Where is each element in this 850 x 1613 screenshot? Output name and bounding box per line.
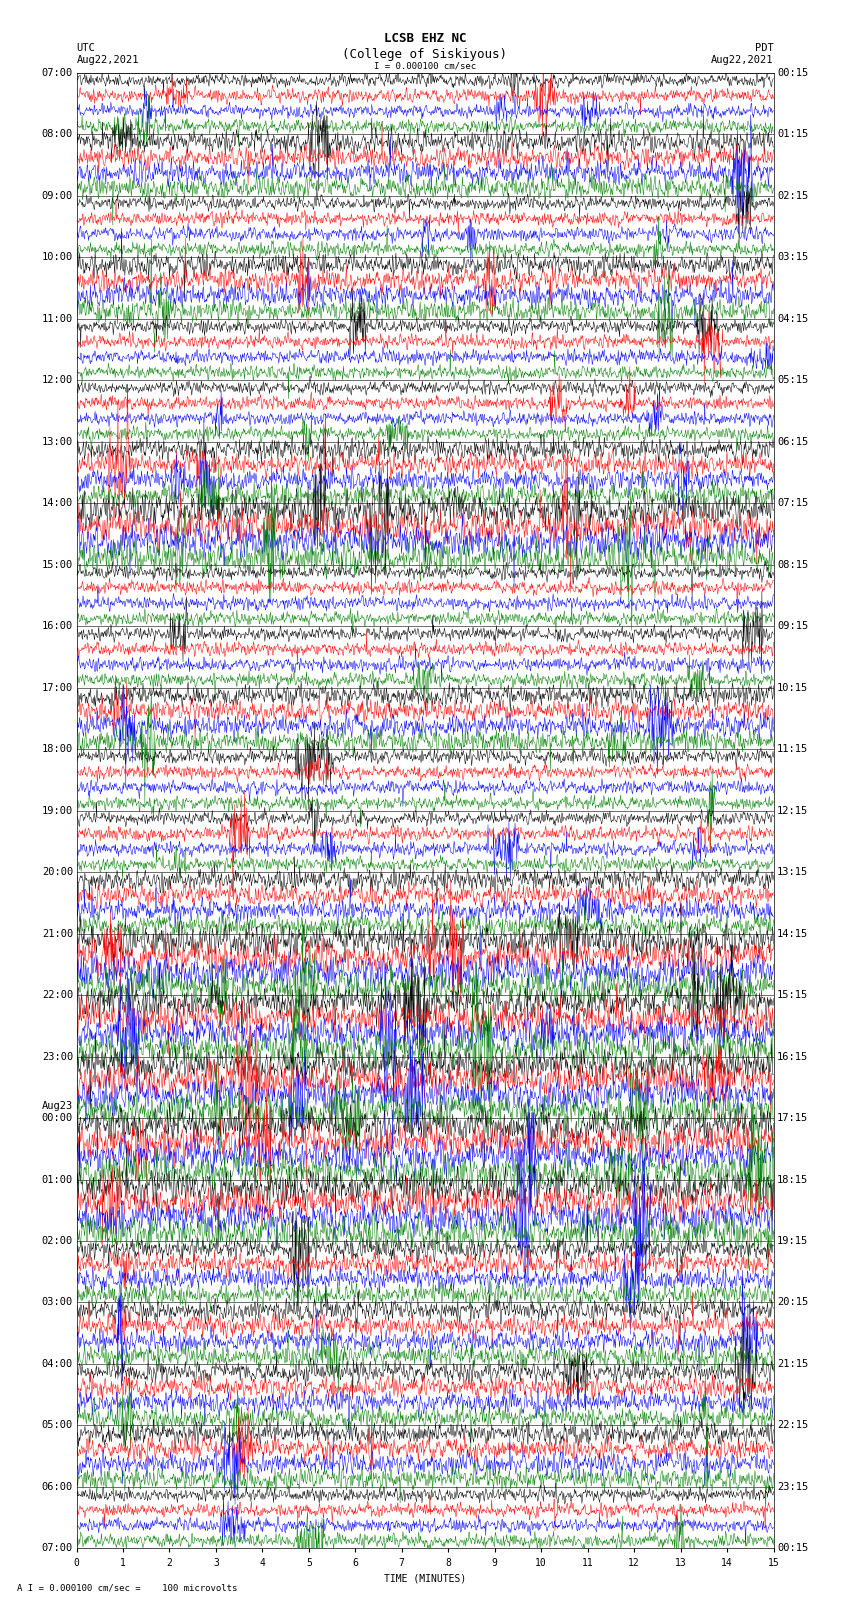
Text: UTC: UTC [76,44,95,53]
Text: 01:15: 01:15 [777,129,808,139]
Text: 08:00: 08:00 [42,129,73,139]
Text: PDT: PDT [755,44,774,53]
Text: 00:15: 00:15 [777,68,808,77]
Text: 05:15: 05:15 [777,376,808,386]
Text: 20:00: 20:00 [42,868,73,877]
Text: 23:00: 23:00 [42,1052,73,1061]
Text: 07:15: 07:15 [777,498,808,508]
Text: 09:15: 09:15 [777,621,808,631]
Text: 07:00: 07:00 [42,68,73,77]
Text: 14:15: 14:15 [777,929,808,939]
Text: 23:15: 23:15 [777,1482,808,1492]
Text: 04:15: 04:15 [777,313,808,324]
Text: 17:15: 17:15 [777,1113,808,1123]
Text: 06:00: 06:00 [42,1482,73,1492]
Text: 10:15: 10:15 [777,682,808,692]
Text: 14:00: 14:00 [42,498,73,508]
Text: 16:15: 16:15 [777,1052,808,1061]
Text: 00:00: 00:00 [42,1113,73,1123]
Text: 18:00: 18:00 [42,744,73,753]
Text: 02:00: 02:00 [42,1236,73,1245]
Text: 10:00: 10:00 [42,252,73,261]
Text: 15:15: 15:15 [777,990,808,1000]
Text: 19:00: 19:00 [42,805,73,816]
Text: (College of Siskiyous): (College of Siskiyous) [343,48,507,61]
Text: 02:15: 02:15 [777,190,808,200]
Text: 12:15: 12:15 [777,805,808,816]
Text: 07:00: 07:00 [42,1544,73,1553]
Text: 03:15: 03:15 [777,252,808,261]
Text: 20:15: 20:15 [777,1297,808,1308]
X-axis label: TIME (MINUTES): TIME (MINUTES) [384,1573,466,1582]
Text: 15:00: 15:00 [42,560,73,569]
Text: 21:15: 21:15 [777,1360,808,1369]
Text: Aug22,2021: Aug22,2021 [711,55,774,65]
Text: 11:15: 11:15 [777,744,808,753]
Text: 01:00: 01:00 [42,1174,73,1184]
Text: 06:15: 06:15 [777,437,808,447]
Text: Aug23: Aug23 [42,1100,73,1111]
Text: 17:00: 17:00 [42,682,73,692]
Text: A I = 0.000100 cm/sec =    100 microvolts: A I = 0.000100 cm/sec = 100 microvolts [17,1582,237,1592]
Text: 19:15: 19:15 [777,1236,808,1245]
Text: 00:15: 00:15 [777,1544,808,1553]
Text: I = 0.000100 cm/sec: I = 0.000100 cm/sec [374,61,476,71]
Text: 08:15: 08:15 [777,560,808,569]
Text: 16:00: 16:00 [42,621,73,631]
Text: 18:15: 18:15 [777,1174,808,1184]
Text: LCSB EHZ NC: LCSB EHZ NC [383,32,467,45]
Text: 21:00: 21:00 [42,929,73,939]
Text: 03:00: 03:00 [42,1297,73,1308]
Text: 09:00: 09:00 [42,190,73,200]
Text: 22:15: 22:15 [777,1421,808,1431]
Text: 05:00: 05:00 [42,1421,73,1431]
Text: 13:15: 13:15 [777,868,808,877]
Text: 13:00: 13:00 [42,437,73,447]
Text: 22:00: 22:00 [42,990,73,1000]
Text: 11:00: 11:00 [42,313,73,324]
Text: 04:00: 04:00 [42,1360,73,1369]
Text: Aug22,2021: Aug22,2021 [76,55,139,65]
Text: 12:00: 12:00 [42,376,73,386]
